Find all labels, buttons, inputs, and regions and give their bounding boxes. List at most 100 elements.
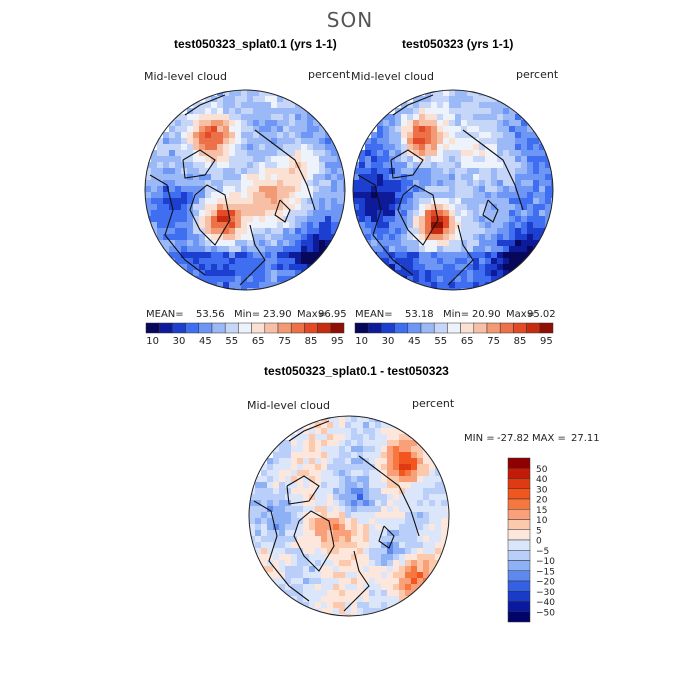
coastline xyxy=(378,525,395,549)
map-cell xyxy=(193,120,200,127)
map-cell xyxy=(455,270,462,277)
map-cell xyxy=(515,120,522,127)
map-cell xyxy=(449,270,456,277)
map-cell xyxy=(467,180,474,187)
map-cell xyxy=(441,470,448,477)
map-cell xyxy=(467,264,474,271)
map-cell xyxy=(405,470,412,477)
map-cell xyxy=(429,566,436,573)
map-cell xyxy=(437,210,444,217)
map-cell xyxy=(249,512,256,519)
map-cell xyxy=(303,452,310,459)
map-cell xyxy=(247,276,254,283)
map-cell xyxy=(319,234,326,241)
map-cell xyxy=(211,120,218,127)
map-cell xyxy=(253,246,260,253)
map-cell xyxy=(325,168,332,175)
map-cell xyxy=(295,114,302,121)
map-cell xyxy=(157,204,164,211)
map-cell xyxy=(491,120,498,127)
map-cell xyxy=(285,548,292,555)
map-cell xyxy=(369,434,376,441)
map-cell xyxy=(309,560,316,567)
map-cell xyxy=(285,542,292,549)
map-cell xyxy=(527,234,534,241)
map-cell xyxy=(199,252,206,259)
map-cell xyxy=(217,234,224,241)
map-cell xyxy=(313,198,320,205)
map-cell xyxy=(365,168,372,175)
map-cell xyxy=(377,174,384,181)
map-cell xyxy=(307,168,314,175)
map-cell xyxy=(285,440,292,447)
map-cell xyxy=(363,482,370,489)
map-cell xyxy=(307,240,314,247)
map-cell xyxy=(381,572,388,579)
map-cell xyxy=(327,608,334,615)
map-cell xyxy=(381,614,388,616)
map-cell xyxy=(285,566,292,573)
map-cell xyxy=(551,156,553,163)
map-cell xyxy=(389,174,396,181)
map-cell xyxy=(223,120,230,127)
map-cell xyxy=(259,174,266,181)
map-cell xyxy=(447,518,449,525)
map-cell xyxy=(325,210,332,217)
map-cell xyxy=(351,482,358,489)
map-cell xyxy=(321,602,328,609)
map-cell xyxy=(325,180,332,187)
map-cell xyxy=(497,234,504,241)
map-cell xyxy=(339,554,346,561)
map-cell xyxy=(455,240,462,247)
map-cell xyxy=(285,578,292,585)
map-cell xyxy=(497,120,504,127)
map-cell xyxy=(485,168,492,175)
map-cell xyxy=(333,590,340,597)
map-cell xyxy=(301,186,308,193)
map-cell xyxy=(325,222,332,229)
colorbar-swatch xyxy=(507,560,531,571)
map-cell xyxy=(285,500,292,507)
map-cell xyxy=(467,156,474,163)
panel2-max-label: Max= xyxy=(506,309,536,320)
map-cell xyxy=(395,246,402,253)
map-cell xyxy=(369,416,376,423)
map-cell xyxy=(241,282,248,289)
map-cell xyxy=(431,282,438,289)
map-cell xyxy=(163,240,170,247)
map-cell xyxy=(327,542,334,549)
map-border-3 xyxy=(248,415,450,617)
map-cell xyxy=(467,246,474,253)
map-cell xyxy=(399,458,406,465)
map-cell xyxy=(181,204,188,211)
map-cell xyxy=(291,554,298,561)
map-cell xyxy=(521,126,528,133)
map-cell xyxy=(289,102,296,109)
map-cell xyxy=(353,168,360,175)
map-cell xyxy=(393,524,400,531)
map-cell xyxy=(303,542,310,549)
map-cell xyxy=(351,506,358,513)
map-cell xyxy=(411,452,418,459)
map-cell xyxy=(301,264,308,271)
map-cell xyxy=(265,90,272,97)
map-cell xyxy=(327,476,334,483)
map-cell xyxy=(307,204,314,211)
map-cell xyxy=(205,198,212,205)
map-cell xyxy=(369,470,376,477)
map-cell xyxy=(307,222,314,229)
map-cell xyxy=(301,162,308,169)
map-cell xyxy=(449,228,456,235)
map-cell xyxy=(449,222,456,229)
map-cell xyxy=(211,216,218,223)
map-cell xyxy=(449,144,456,151)
diff-title: test050323_splat0.1 - test050323 xyxy=(264,364,449,378)
map-cell xyxy=(357,524,364,531)
colorbar-1: 10 30 45 55 65 75 85 95 xyxy=(145,322,345,347)
map-cell xyxy=(353,192,360,199)
map-cell xyxy=(235,264,242,271)
map-cell xyxy=(411,530,418,537)
map-cell xyxy=(255,506,262,513)
map-cell xyxy=(387,566,394,573)
map-cell xyxy=(381,602,388,609)
